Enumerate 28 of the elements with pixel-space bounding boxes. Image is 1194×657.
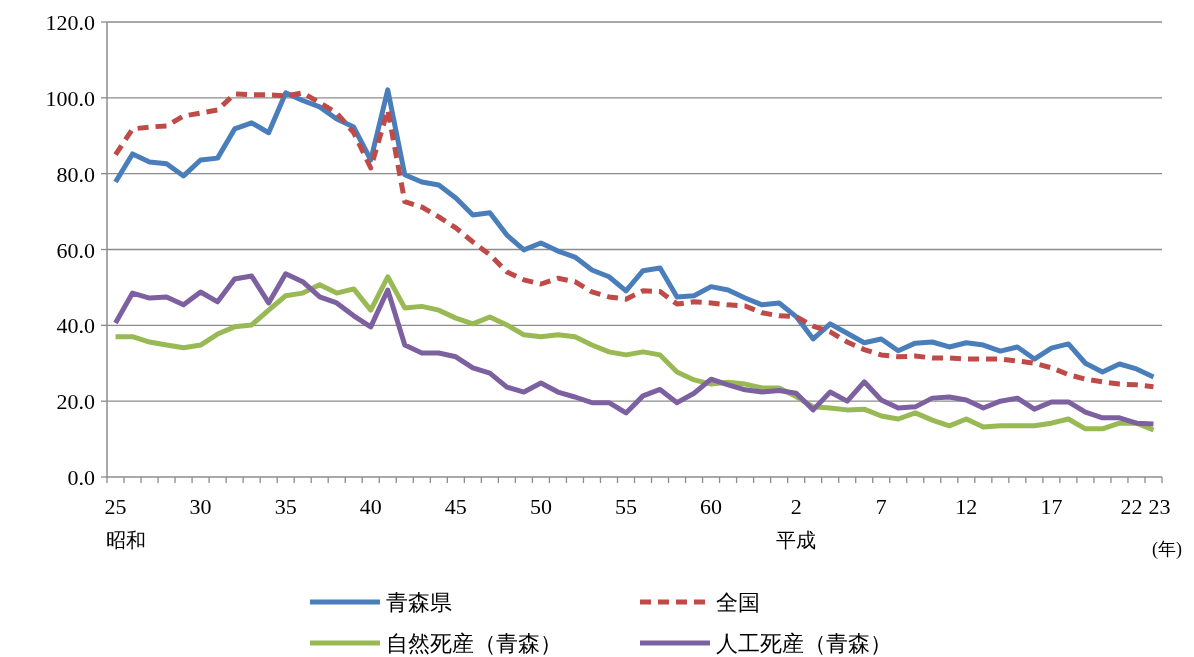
y-tick-label: 100.0 xyxy=(45,85,95,111)
x-tick-label: 45 xyxy=(444,494,467,519)
x-tick-label: 50 xyxy=(529,494,552,519)
x-tick-label: 12 xyxy=(955,494,978,519)
x-tick-label: 30 xyxy=(189,494,212,519)
x-tick-label: 60 xyxy=(700,494,723,519)
legend-label: 青森県 xyxy=(386,590,452,615)
y-tick-label: 0.0 xyxy=(67,465,95,490)
text: 平成 xyxy=(776,529,817,551)
x-tick-label: 17 xyxy=(1040,494,1063,519)
y-tick-label: 60.0 xyxy=(56,237,95,263)
text: 昭和 xyxy=(105,529,146,551)
x-tick-label: 35 xyxy=(274,494,297,519)
y-tick-label: 80.0 xyxy=(56,161,95,187)
x-tick-label: 25 xyxy=(104,494,127,519)
x-tick-label: 22 xyxy=(1120,494,1143,519)
x-tick-label: 23 xyxy=(1148,494,1171,519)
y-tick-label: 120.0 xyxy=(45,10,95,35)
legend-label: 人工死産（青森） xyxy=(716,631,892,656)
x-tick-label: 55 xyxy=(614,494,637,519)
y-tick-label: 20.0 xyxy=(56,389,95,415)
x-tick-label: 40 xyxy=(359,494,382,519)
x-tick-label: 7 xyxy=(875,494,887,519)
legend-label: 全国 xyxy=(716,590,760,615)
text: (年) xyxy=(1152,539,1182,560)
legend-label: 自然死産（青森） xyxy=(386,631,562,656)
x-tick-label: 2 xyxy=(790,494,802,519)
y-tick-label: 40.0 xyxy=(56,313,95,339)
